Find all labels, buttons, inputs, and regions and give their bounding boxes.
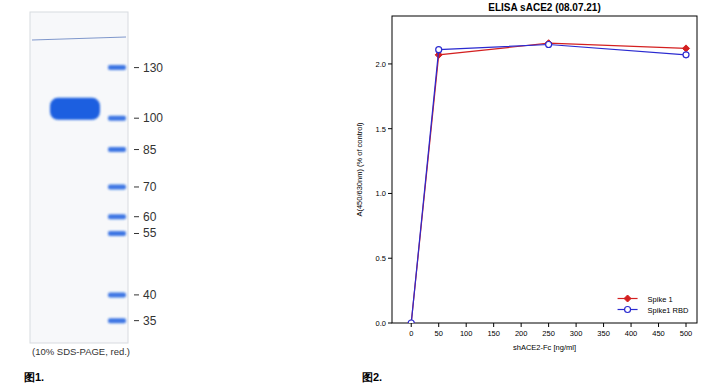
line-panel: ELISA sACE2 (08.07.21) 0 50 100 150 200 250 300… xyxy=(355,2,697,383)
ladder-band xyxy=(108,116,126,121)
x-tick-label: 300 xyxy=(570,329,583,338)
gel-well-line xyxy=(32,37,126,40)
x-tick xyxy=(686,323,687,327)
gel-note: (10% SDS-PAGE, red.) xyxy=(32,346,130,357)
x-tick-label: 500 xyxy=(680,329,693,338)
marker-tick xyxy=(134,118,139,119)
plot-frame xyxy=(392,16,697,323)
legend-label: Spike 1 xyxy=(648,295,673,304)
x-tick-label: 50 xyxy=(435,329,443,338)
x-tick xyxy=(466,323,467,327)
marker-label: 55 xyxy=(143,226,157,240)
data-point xyxy=(545,40,552,47)
data-point xyxy=(408,320,414,323)
x-tick xyxy=(521,323,522,327)
x-tick xyxy=(658,323,659,327)
x-tick-label: 450 xyxy=(652,329,665,338)
data-group xyxy=(408,40,690,323)
ladder-band xyxy=(108,214,126,219)
marker-tick xyxy=(134,186,139,187)
y-tick xyxy=(388,323,392,324)
x-tick-label: 250 xyxy=(542,329,555,338)
marker-label: 70 xyxy=(143,180,157,194)
y-tick xyxy=(388,128,392,129)
marker-label: 130 xyxy=(143,61,163,75)
y-tick-label: 0.0 xyxy=(376,319,386,328)
ladder-band xyxy=(108,318,126,323)
marker-tick xyxy=(134,320,139,321)
marker-tick xyxy=(134,216,139,217)
data-point xyxy=(408,320,415,324)
y-tick-label: 2.0 xyxy=(376,60,386,69)
sample-band xyxy=(50,98,100,120)
gel-panel: 130 100 85 70 60 55 40 35 (10% SDS-PAGE, red.) 图1… xyxy=(24,12,163,383)
ladder-band xyxy=(108,292,126,297)
x-tick-label: 350 xyxy=(597,329,610,338)
series-line xyxy=(411,43,686,323)
data-point xyxy=(436,47,442,53)
legend-marker xyxy=(625,307,631,313)
series-line xyxy=(411,44,686,323)
y-tick xyxy=(388,193,392,194)
ladder-band xyxy=(108,147,126,152)
x-tick xyxy=(576,323,577,327)
marker-label: 60 xyxy=(143,210,157,224)
x-tick-label: 100 xyxy=(460,329,473,338)
marker-tick xyxy=(134,67,139,68)
x-tick-label: 400 xyxy=(625,329,638,338)
legend-marker xyxy=(624,295,631,302)
legend: Spike 1 Spike1 RBD xyxy=(618,295,689,315)
x-tick-label: 150 xyxy=(487,329,500,338)
x-tick xyxy=(438,323,439,327)
x-tick xyxy=(493,323,494,327)
y-tick-label: 1.0 xyxy=(376,189,386,198)
y-tick xyxy=(388,258,392,259)
caption: 图1. xyxy=(24,371,44,383)
ladder-band xyxy=(108,231,126,236)
x-tick xyxy=(603,323,604,327)
x-tick-label: 200 xyxy=(515,329,528,338)
marker-label: 85 xyxy=(143,143,157,157)
y-tick-label: 0.5 xyxy=(376,254,386,263)
legend-label: Spike1 RBD xyxy=(648,306,689,315)
x-tick-label: 0 xyxy=(409,329,413,338)
marker-label: 35 xyxy=(143,314,157,328)
x-tick xyxy=(631,323,632,327)
y-tick-label: 1.5 xyxy=(376,125,386,134)
x-tick xyxy=(548,323,549,327)
ladder-band xyxy=(108,65,126,70)
gel-bands xyxy=(50,65,126,323)
marker-label: 100 xyxy=(143,111,163,125)
data-point xyxy=(683,45,690,52)
gel-background xyxy=(30,12,128,343)
y-axis-title: A(450/630nm) (% of control) xyxy=(355,122,364,217)
marker-tick xyxy=(134,233,139,234)
x-axis-title: shACE2-Fc [ng/ml] xyxy=(513,343,576,352)
chart-title: ELISA sACE2 (08.07.21) xyxy=(488,2,600,13)
marker-tick xyxy=(134,294,139,295)
ladder-band xyxy=(108,184,126,189)
y-tick xyxy=(388,63,392,64)
data-point xyxy=(546,41,552,47)
figure: 130 100 85 70 60 55 40 35 (10% SDS-PAGE, red.) 图1… xyxy=(0,0,706,386)
caption: 图2. xyxy=(362,371,382,383)
data-point xyxy=(683,52,689,58)
marker-label: 40 xyxy=(143,288,157,302)
marker-tick xyxy=(134,149,139,150)
x-tick xyxy=(411,323,412,327)
